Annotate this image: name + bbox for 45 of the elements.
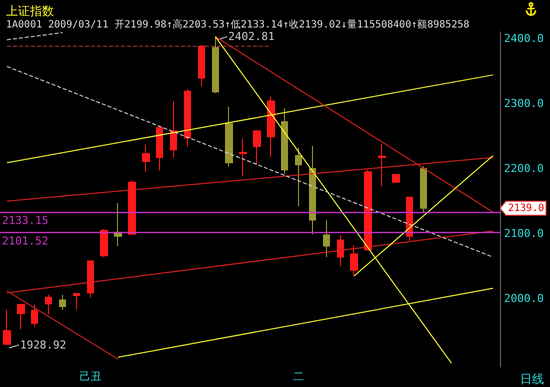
y-tick-label: 2400.0: [504, 32, 544, 46]
ref-line-label: 2101.52: [2, 234, 48, 248]
candlestick: [3, 309, 11, 346]
candlestick: [128, 180, 136, 235]
annotation: 1928.92: [20, 338, 66, 352]
candlestick: [170, 100, 177, 158]
candlestick: [87, 260, 94, 298]
candlestick: [392, 174, 400, 183]
candlestick: [364, 169, 372, 250]
candlestick: [45, 294, 52, 315]
candlestick: [225, 106, 233, 168]
chart-title: 上证指数: [6, 4, 54, 18]
candlestick: [309, 145, 316, 235]
candlestick: [378, 143, 386, 187]
candlestick: [59, 294, 66, 310]
candlestick: [114, 202, 122, 247]
candlestick: [239, 138, 247, 177]
candlestick: [350, 244, 358, 276]
text: 日线: [520, 372, 544, 386]
candlestick: [420, 166, 427, 213]
candlestick: [323, 219, 330, 258]
text: 2139.0: [508, 202, 544, 214]
x-tick-label: 二: [293, 370, 304, 383]
candlestick: [253, 130, 261, 166]
y-tick-label: 2000.0: [504, 292, 544, 306]
candlestick: [198, 44, 205, 86]
candlestick: [337, 234, 344, 267]
candlestick: [267, 96, 275, 158]
ref-line-label: 2133.15: [2, 214, 48, 228]
candlestick: [281, 108, 288, 174]
candlestick: [295, 147, 302, 207]
annotation: 2402.81: [228, 30, 275, 44]
candlestick: [156, 126, 163, 172]
y-tick-label: 2100.0: [504, 227, 544, 240]
y-tick-label: 2300.0: [504, 97, 544, 110]
x-tick-label: 己丑: [79, 370, 102, 383]
candlestick: [17, 303, 25, 330]
candlestick: [100, 228, 108, 258]
y-tick-label: 2200.0: [504, 162, 544, 176]
candlestick: [142, 144, 150, 172]
chart-subtitle: 1A0001 2009/03/11 开2199.98↑高2203.53↑低2133.14↑收2139.02↓量115508400↑额8985258: [6, 18, 470, 30]
candlestick: [212, 36, 219, 94]
candlestick: [184, 88, 191, 147]
candlestick: [73, 292, 80, 310]
candlestick: [31, 304, 38, 328]
